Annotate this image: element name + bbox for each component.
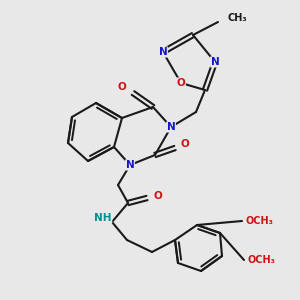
Text: CH₃: CH₃ bbox=[228, 13, 248, 23]
Text: OCH₃: OCH₃ bbox=[248, 255, 276, 265]
Text: O: O bbox=[181, 139, 189, 149]
Text: O: O bbox=[154, 191, 162, 201]
Text: O: O bbox=[118, 82, 126, 92]
Text: O: O bbox=[177, 78, 185, 88]
Text: N: N bbox=[211, 57, 219, 67]
Text: N: N bbox=[159, 47, 167, 57]
Text: OCH₃: OCH₃ bbox=[246, 216, 274, 226]
Text: N: N bbox=[126, 160, 134, 170]
Text: N: N bbox=[167, 122, 176, 132]
Text: NH: NH bbox=[94, 213, 112, 223]
